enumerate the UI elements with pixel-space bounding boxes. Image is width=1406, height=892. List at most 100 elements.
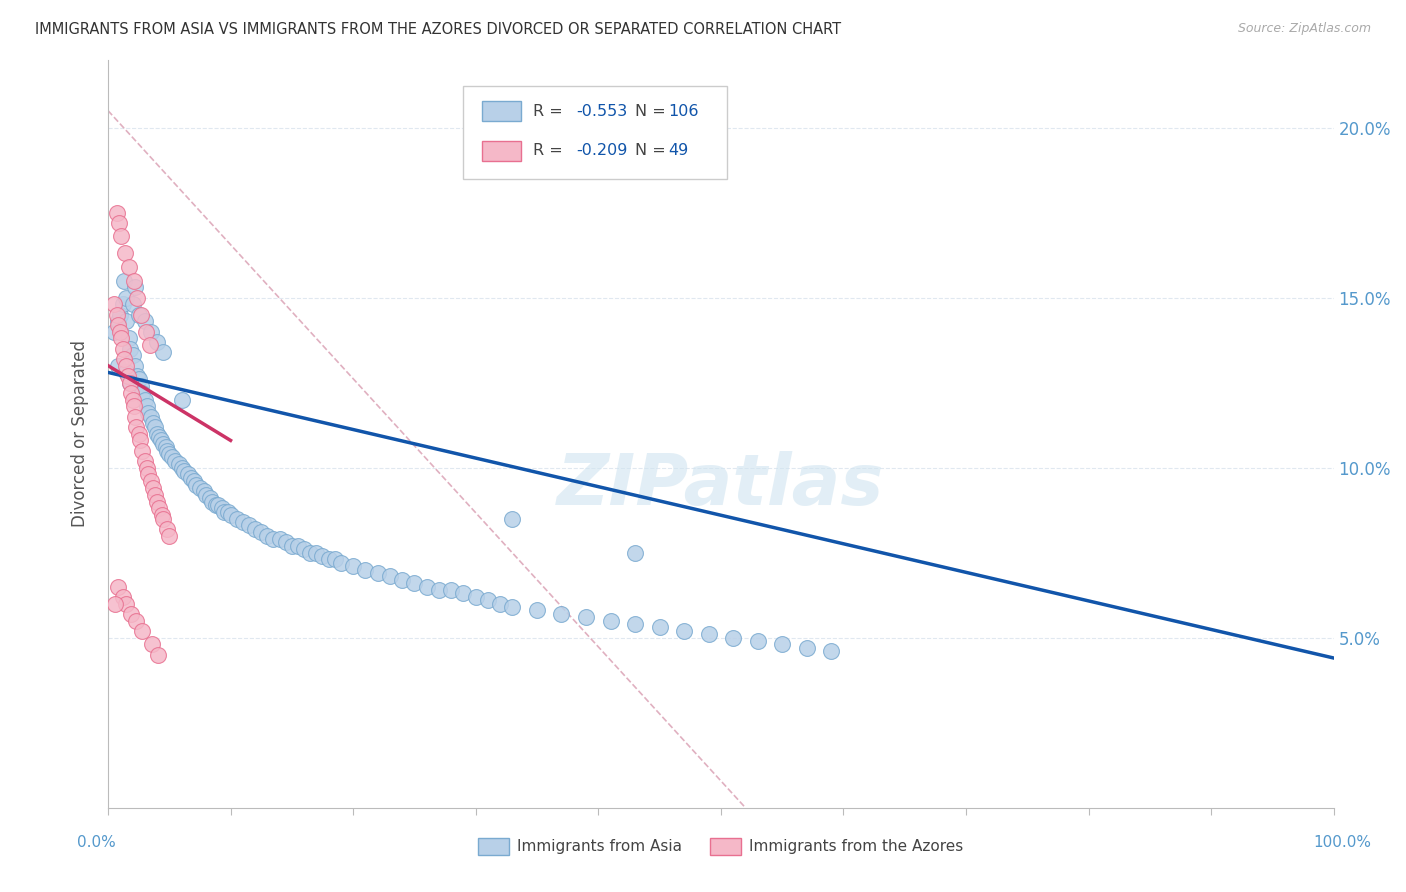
Point — [120, 607, 142, 621]
Point — [217, 505, 239, 519]
Point — [129, 379, 152, 393]
Bar — [482, 102, 522, 121]
Point — [118, 376, 141, 390]
Point — [118, 342, 141, 356]
Point — [138, 406, 160, 420]
Point — [125, 614, 148, 628]
Point — [152, 511, 174, 525]
Point — [160, 450, 183, 465]
Point — [134, 392, 156, 407]
Point — [354, 563, 377, 577]
Point — [110, 229, 132, 244]
Text: 100.0%: 100.0% — [1313, 836, 1371, 850]
Point — [129, 308, 152, 322]
Point — [107, 359, 129, 373]
Point — [104, 597, 127, 611]
Point — [148, 501, 170, 516]
Point — [121, 348, 143, 362]
Point — [165, 454, 187, 468]
Point — [391, 573, 413, 587]
Point — [770, 637, 793, 651]
Point — [139, 409, 162, 424]
Point — [131, 624, 153, 638]
Point — [118, 376, 141, 390]
Point — [747, 634, 769, 648]
Point — [122, 274, 145, 288]
Point — [501, 511, 523, 525]
Point — [155, 440, 177, 454]
Point — [128, 434, 150, 448]
Point — [127, 291, 149, 305]
Point — [292, 542, 315, 557]
Point — [131, 385, 153, 400]
Point — [176, 467, 198, 482]
Point — [201, 494, 224, 508]
Point — [820, 644, 842, 658]
Point — [136, 400, 159, 414]
Point — [146, 426, 169, 441]
Point — [243, 522, 266, 536]
Point — [156, 443, 179, 458]
Point — [117, 368, 139, 383]
Point — [673, 624, 696, 638]
Bar — [482, 141, 522, 161]
Point — [111, 590, 134, 604]
Point — [103, 297, 125, 311]
Point — [262, 532, 284, 546]
Point — [173, 464, 195, 478]
Point — [141, 637, 163, 651]
Point — [299, 546, 322, 560]
Point — [143, 488, 166, 502]
Point — [323, 552, 346, 566]
Point — [136, 460, 159, 475]
Point — [112, 351, 135, 366]
Point — [135, 325, 157, 339]
Text: N =: N = — [636, 103, 671, 119]
Point — [170, 460, 193, 475]
Point — [115, 597, 138, 611]
Point — [648, 620, 671, 634]
FancyBboxPatch shape — [464, 86, 727, 179]
Text: 106: 106 — [668, 103, 699, 119]
Point — [256, 528, 278, 542]
Point — [238, 518, 260, 533]
Point — [138, 467, 160, 482]
Point — [575, 610, 598, 624]
Point — [167, 457, 190, 471]
Point — [148, 430, 170, 444]
Point — [107, 318, 129, 332]
Point — [124, 280, 146, 294]
Point — [150, 508, 173, 523]
Point — [124, 359, 146, 373]
Point — [195, 488, 218, 502]
Point — [205, 498, 228, 512]
Point — [152, 345, 174, 359]
Point — [721, 631, 744, 645]
Point — [115, 291, 138, 305]
Text: 0.0%: 0.0% — [77, 836, 117, 850]
Point — [120, 385, 142, 400]
Point — [112, 274, 135, 288]
Point — [180, 471, 202, 485]
Point — [225, 511, 247, 525]
Point — [427, 582, 450, 597]
Text: -0.553: -0.553 — [576, 103, 627, 119]
Text: N =: N = — [636, 144, 671, 159]
Point — [188, 481, 211, 495]
Point — [108, 216, 131, 230]
Point — [186, 477, 208, 491]
Point — [142, 481, 165, 495]
Point — [415, 580, 437, 594]
Point — [110, 325, 132, 339]
Point — [121, 297, 143, 311]
Text: 49: 49 — [668, 144, 689, 159]
Point — [501, 600, 523, 615]
Point — [124, 409, 146, 424]
Point — [107, 314, 129, 328]
Point — [274, 535, 297, 549]
Point — [250, 525, 273, 540]
Point — [198, 491, 221, 506]
Text: R =: R = — [533, 103, 568, 119]
Point — [128, 426, 150, 441]
Point — [318, 552, 340, 566]
